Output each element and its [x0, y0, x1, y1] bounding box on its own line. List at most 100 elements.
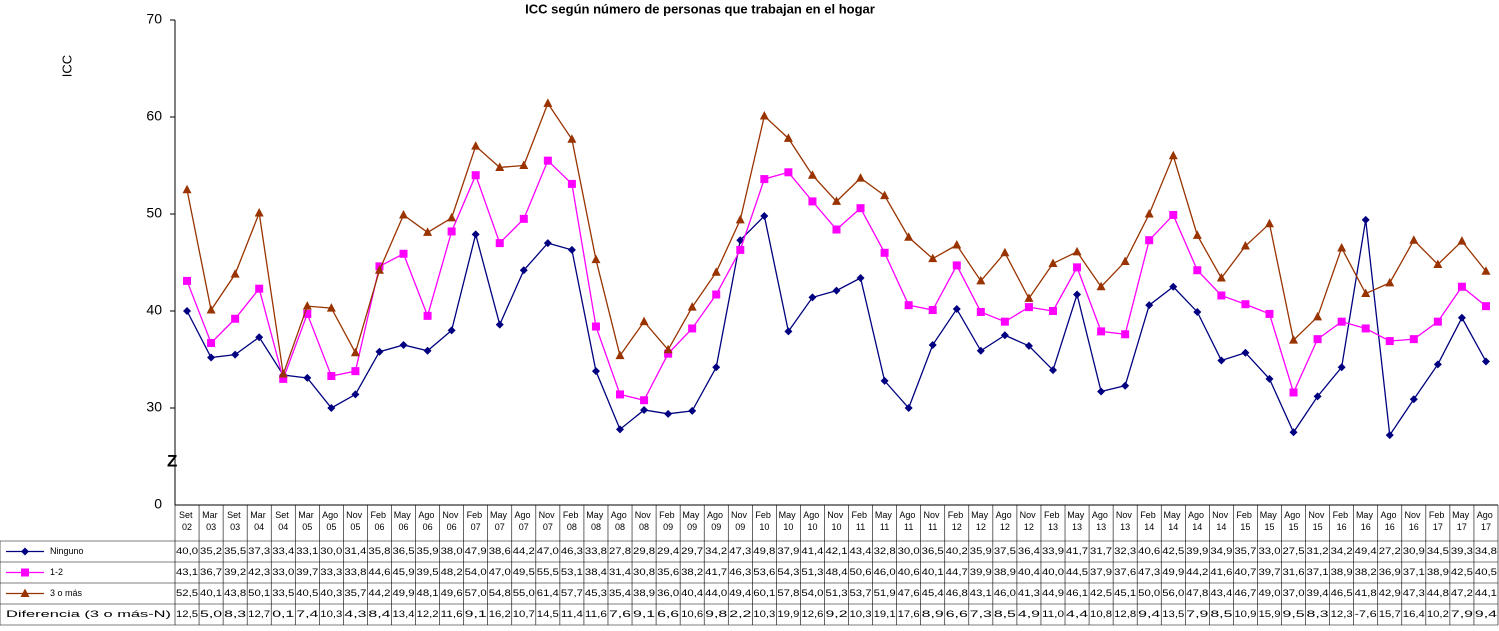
- table-cell: 10,9: [1234, 609, 1256, 619]
- point: [1433, 259, 1443, 268]
- table-cell: 54,8: [489, 588, 511, 598]
- table-cell: 42,5: [1451, 567, 1473, 577]
- point: [20, 588, 30, 597]
- table-cell: 38,0: [441, 546, 463, 556]
- x-tick-label: Nov 08: [635, 510, 654, 532]
- table-cell: 31,4: [344, 546, 366, 556]
- table-cell: 40,6: [898, 567, 920, 577]
- point: [640, 405, 649, 414]
- table-cell: 40,0: [176, 546, 198, 556]
- table-cell: 36,5: [392, 546, 414, 556]
- point: [543, 156, 552, 165]
- point: [808, 197, 817, 206]
- table-cell: 46,5: [1331, 588, 1353, 598]
- table-cell: 39,2: [224, 567, 246, 577]
- point: [1121, 330, 1130, 339]
- table-cell: 43,4: [850, 546, 872, 556]
- table-cell: 39,9: [1186, 546, 1208, 556]
- table-cell: 50,6: [850, 567, 872, 577]
- table-cell: 43,1: [970, 588, 992, 598]
- table-cell: 9,1: [465, 609, 487, 619]
- legend-label: Ninguno: [50, 546, 84, 556]
- table-cell: 0,1: [272, 609, 294, 619]
- x-tick-label: Feb 08: [563, 510, 581, 532]
- table-cell: 31,6: [1283, 567, 1305, 577]
- point: [207, 353, 216, 362]
- table-cell: 37,6: [1114, 567, 1136, 577]
- point: [182, 184, 192, 194]
- point: [350, 347, 360, 357]
- point: [230, 269, 240, 278]
- point: [784, 327, 793, 336]
- point: [1216, 273, 1226, 282]
- x-tick-label: May 14: [1164, 510, 1184, 532]
- table-cell: 9,4: [1475, 609, 1497, 619]
- table-cell: 47,0: [537, 546, 559, 556]
- point: [351, 367, 360, 376]
- point: [471, 141, 481, 150]
- point: [278, 369, 288, 378]
- table-cell: 44,2: [368, 588, 390, 598]
- table-cell: 33,1: [296, 546, 318, 556]
- table-cell: -7,6: [1355, 609, 1377, 619]
- table-cell: 33,9: [1042, 546, 1064, 556]
- point: [784, 168, 793, 177]
- table-cell: 32,3: [1114, 546, 1136, 556]
- table-cell: 57,0: [465, 588, 487, 598]
- table-cell: 33,0: [1258, 546, 1280, 556]
- table-cell: 38,6: [489, 546, 511, 556]
- y-tick-label: 40: [146, 302, 162, 318]
- table-cell: 41,7: [1066, 546, 1088, 556]
- table-cell: 44,2: [1186, 567, 1208, 577]
- table-cell: 31,7: [1090, 546, 1112, 556]
- table-cell: 29,8: [633, 546, 655, 556]
- table-cell: 35,6: [657, 567, 679, 577]
- x-tick-label: Nov 14: [1212, 510, 1231, 532]
- point: [1121, 381, 1130, 390]
- series-line: [186, 102, 1487, 375]
- table-cell: 36,5: [922, 546, 944, 556]
- table-cell: 47,0: [489, 567, 511, 577]
- point: [616, 390, 625, 399]
- table-cell: 43,4: [1210, 588, 1232, 598]
- x-tick-label: Feb 06: [370, 510, 388, 532]
- table-cell: 45,9: [392, 567, 414, 577]
- point: [351, 390, 360, 399]
- point: [399, 340, 408, 349]
- x-tick-label: Nov 07: [539, 510, 558, 532]
- table-cell: 34,8: [1475, 546, 1497, 556]
- table-cell: 40,2: [946, 546, 968, 556]
- table-cell: 38,4: [585, 567, 607, 577]
- y-tick-label: 0: [154, 496, 162, 512]
- table-cell: 34,2: [1331, 546, 1353, 556]
- table-cell: 49,8: [753, 546, 775, 556]
- point: [760, 211, 769, 220]
- x-tick-label: Ago 15: [1284, 510, 1303, 532]
- table-cell: 35,8: [368, 546, 390, 556]
- x-tick-label: Nov 16: [1405, 510, 1424, 532]
- table-cell: 35,4: [609, 588, 631, 598]
- point: [206, 305, 216, 314]
- table-cell: 44,0: [705, 588, 727, 598]
- table-cell: 42,3: [248, 567, 270, 577]
- table-cell: 39,3: [1451, 546, 1473, 556]
- x-tick-label: May 07: [490, 510, 510, 532]
- table-cell: 19,9: [777, 609, 799, 619]
- table-cell: 8,3: [1307, 609, 1329, 619]
- table-cell: 39,5: [417, 567, 439, 577]
- table-cell: 12,5: [176, 609, 198, 619]
- x-tick-label: Ago 13: [1092, 510, 1111, 532]
- point: [1000, 317, 1009, 326]
- point: [1337, 242, 1347, 252]
- table-cell: 34,5: [1427, 546, 1449, 556]
- point: [279, 374, 288, 383]
- x-tick-label: Set 03: [227, 510, 243, 532]
- table-cell: 5,0: [200, 609, 222, 619]
- table-cell: 8,3: [224, 609, 246, 619]
- table-cell: 27,8: [609, 546, 631, 556]
- point: [495, 239, 504, 248]
- table-cell: 30,8: [633, 567, 655, 577]
- point: [760, 175, 769, 184]
- table-cell: 49,0: [1258, 588, 1280, 598]
- table-cell: 7,9: [1186, 609, 1208, 619]
